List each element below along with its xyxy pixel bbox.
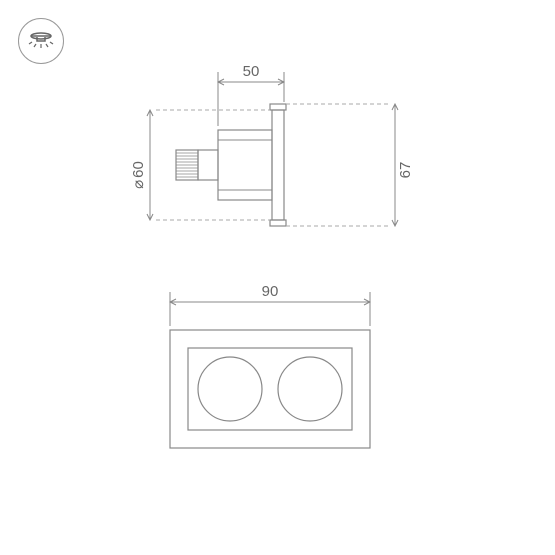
svg-text:⌀60: ⌀ 60 bbox=[130, 161, 147, 189]
technical-drawing: 50 ⌀ 60 67 90 bbox=[0, 0, 555, 555]
diameter-symbol: ⌀ bbox=[130, 180, 147, 189]
front-view: 90 bbox=[170, 283, 370, 448]
dim-right-height: 67 bbox=[397, 162, 414, 179]
dim-left-height: 60 bbox=[130, 161, 147, 178]
side-view: 50 ⌀ 60 67 bbox=[130, 63, 414, 226]
dim-top-width: 50 bbox=[243, 63, 260, 80]
dim-front-width: 90 bbox=[262, 283, 279, 300]
light-icon bbox=[18, 18, 64, 64]
